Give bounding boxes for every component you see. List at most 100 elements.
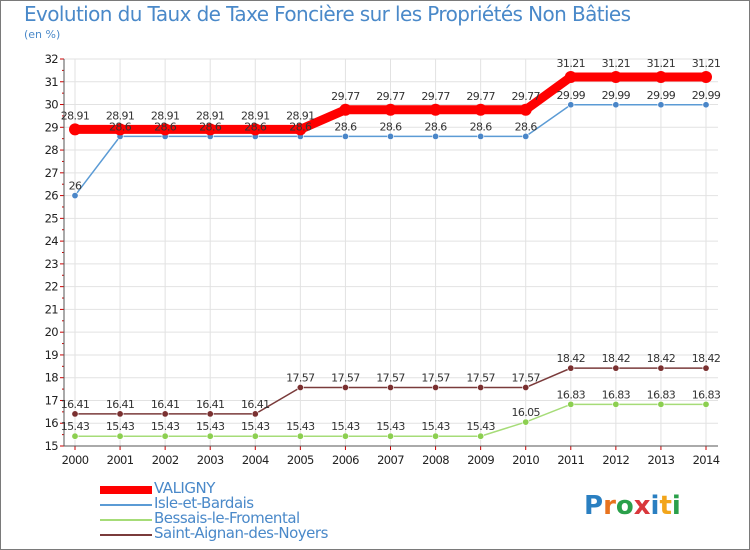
data-label-valigny: 29.77 bbox=[331, 90, 360, 103]
y-tick-label: 27 bbox=[45, 166, 59, 180]
data-point-valigny bbox=[564, 70, 577, 83]
legend-label: Isle-et-Bardais bbox=[154, 494, 254, 512]
data-point-valigny bbox=[339, 103, 352, 116]
data-label-bessais-le-fromental: 15.43 bbox=[331, 420, 360, 433]
data-label-valigny: 31.21 bbox=[602, 57, 631, 70]
chart-title: Evolution du Taux de Taxe Foncière sur l… bbox=[24, 2, 631, 26]
data-label-saint-aignan-des-noyers: 18.42 bbox=[557, 352, 586, 365]
data-label-valigny: 28.91 bbox=[286, 109, 315, 122]
data-point-isle-et-bardais bbox=[567, 101, 575, 109]
x-tick-label: 2014 bbox=[693, 453, 720, 467]
x-tick-label: 2000 bbox=[62, 453, 89, 467]
data-point-isle-et-bardais bbox=[386, 132, 394, 140]
data-label-valigny: 31.21 bbox=[692, 57, 721, 70]
data-point-bessais-le-fromental bbox=[522, 418, 530, 426]
data-label-saint-aignan-des-noyers: 16.41 bbox=[106, 398, 135, 411]
y-tick-label: 20 bbox=[45, 325, 59, 339]
data-label-valigny: 29.77 bbox=[511, 90, 540, 103]
data-label-saint-aignan-des-noyers: 18.42 bbox=[692, 352, 721, 365]
data-point-saint-aignan-des-noyers bbox=[206, 410, 214, 418]
data-point-valigny bbox=[249, 123, 262, 136]
data-label-saint-aignan-des-noyers: 18.42 bbox=[602, 352, 631, 365]
logo-letter: x bbox=[633, 491, 651, 521]
data-label-valigny: 31.21 bbox=[557, 57, 586, 70]
legend-swatch-bessais-le-fromental bbox=[100, 519, 152, 521]
y-tick-label: 17 bbox=[45, 393, 59, 407]
data-label-isle-et-bardais: 28.6 bbox=[199, 120, 222, 133]
x-tick-label: 2012 bbox=[602, 453, 629, 467]
x-tick-label: 2002 bbox=[152, 453, 179, 467]
data-label-isle-et-bardais: 29.99 bbox=[557, 89, 586, 102]
data-label-isle-et-bardais: 29.99 bbox=[692, 89, 721, 102]
data-label-valigny: 28.91 bbox=[106, 109, 135, 122]
data-label-isle-et-bardais: 28.6 bbox=[425, 120, 448, 133]
x-tick-label: 2004 bbox=[242, 453, 269, 467]
logo-letter: r bbox=[603, 491, 616, 521]
data-point-bessais-le-fromental bbox=[432, 432, 440, 440]
data-point-valigny bbox=[429, 103, 442, 116]
data-label-bessais-le-fromental: 15.43 bbox=[421, 420, 450, 433]
y-tick-label: 19 bbox=[45, 348, 59, 362]
data-point-valigny bbox=[654, 70, 667, 83]
data-point-valigny bbox=[474, 103, 487, 116]
x-tick-label: 2008 bbox=[422, 453, 449, 467]
y-tick-label: 15 bbox=[45, 439, 59, 453]
data-point-bessais-le-fromental bbox=[341, 432, 349, 440]
data-label-isle-et-bardais: 28.6 bbox=[334, 120, 357, 133]
data-point-valigny bbox=[700, 70, 712, 83]
data-label-valigny: 28.91 bbox=[196, 109, 225, 122]
legend-swatch-valigny bbox=[100, 486, 152, 494]
data-point-saint-aignan-des-noyers bbox=[432, 383, 440, 391]
data-label-saint-aignan-des-noyers: 17.57 bbox=[466, 371, 495, 384]
y-tick-label: 25 bbox=[45, 211, 59, 225]
data-label-bessais-le-fromental: 16.83 bbox=[692, 388, 721, 401]
data-point-saint-aignan-des-noyers bbox=[251, 410, 259, 418]
data-point-saint-aignan-des-noyers bbox=[477, 383, 485, 391]
data-label-saint-aignan-des-noyers: 16.41 bbox=[61, 398, 90, 411]
y-axis-unit-label: (en %) bbox=[24, 28, 61, 41]
data-label-bessais-le-fromental: 15.43 bbox=[196, 420, 225, 433]
data-point-valigny bbox=[69, 123, 81, 136]
x-tick-label: 2007 bbox=[377, 453, 404, 467]
x-tick-label: 2011 bbox=[557, 453, 584, 467]
data-label-saint-aignan-des-noyers: 17.57 bbox=[286, 371, 315, 384]
y-tick-label: 26 bbox=[45, 189, 59, 203]
data-label-saint-aignan-des-noyers: 17.57 bbox=[376, 371, 405, 384]
data-label-isle-et-bardais: 28.6 bbox=[515, 120, 538, 133]
y-tick-label: 24 bbox=[45, 234, 59, 248]
data-point-bessais-le-fromental bbox=[702, 400, 710, 408]
logo-letter: P bbox=[584, 491, 604, 521]
data-label-isle-et-bardais: 28.6 bbox=[289, 120, 312, 133]
data-point-bessais-le-fromental bbox=[116, 432, 124, 440]
data-label-valigny: 31.21 bbox=[647, 57, 676, 70]
data-point-bessais-le-fromental bbox=[612, 400, 620, 408]
data-label-isle-et-bardais: 26 bbox=[69, 180, 82, 193]
data-label-isle-et-bardais: 29.99 bbox=[647, 89, 676, 102]
data-label-bessais-le-fromental: 16.83 bbox=[647, 388, 676, 401]
data-label-isle-et-bardais: 28.6 bbox=[154, 120, 177, 133]
data-point-valigny bbox=[204, 123, 217, 136]
y-tick-label: 23 bbox=[45, 257, 59, 271]
x-tick-label: 2003 bbox=[197, 453, 224, 467]
data-point-saint-aignan-des-noyers bbox=[522, 383, 530, 391]
data-point-bessais-le-fromental bbox=[657, 400, 665, 408]
data-label-isle-et-bardais: 28.6 bbox=[470, 120, 493, 133]
data-label-isle-et-bardais: 28.6 bbox=[379, 120, 402, 133]
data-point-saint-aignan-des-noyers bbox=[702, 364, 710, 372]
data-point-saint-aignan-des-noyers bbox=[161, 410, 169, 418]
data-point-bessais-le-fromental bbox=[161, 432, 169, 440]
data-label-bessais-le-fromental: 15.43 bbox=[61, 420, 90, 433]
data-label-saint-aignan-des-noyers: 17.57 bbox=[331, 371, 360, 384]
legend-label: Saint-Aignan-des-Noyers bbox=[154, 524, 328, 542]
legend-swatch-isle-et-bardais bbox=[100, 504, 152, 506]
data-label-bessais-le-fromental: 15.43 bbox=[376, 420, 405, 433]
data-label-saint-aignan-des-noyers: 18.42 bbox=[647, 352, 676, 365]
logo-letter: i bbox=[650, 491, 660, 521]
data-point-valigny bbox=[384, 103, 397, 116]
legend-label: VALIGNY bbox=[154, 479, 215, 497]
data-label-saint-aignan-des-noyers: 16.41 bbox=[241, 398, 270, 411]
data-point-isle-et-bardais bbox=[657, 101, 665, 109]
data-point-isle-et-bardais bbox=[612, 101, 620, 109]
data-point-isle-et-bardais bbox=[477, 132, 485, 140]
